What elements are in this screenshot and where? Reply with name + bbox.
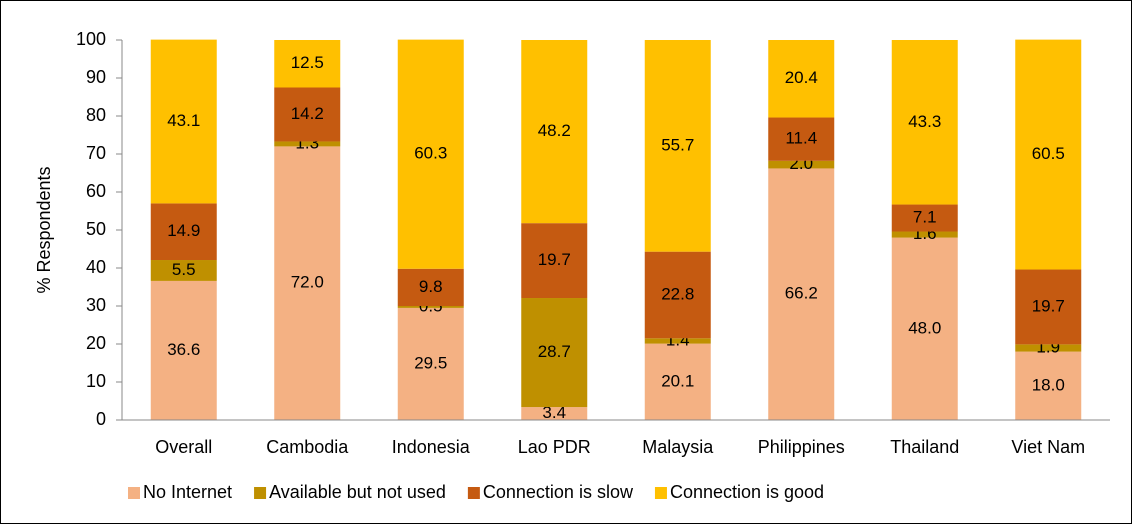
- data-label: 12.5: [291, 53, 324, 72]
- x-tick-label: Philippines: [758, 437, 845, 457]
- data-label: 20.4: [785, 68, 818, 87]
- data-label: 36.6: [167, 340, 200, 359]
- bar-segment: [1015, 39, 1082, 270]
- data-label: 55.7: [661, 135, 694, 154]
- bar-segment: [150, 39, 217, 204]
- y-tick-label: 30: [86, 295, 106, 315]
- data-label: 60.3: [414, 144, 447, 163]
- data-label: 7.1: [913, 208, 937, 227]
- data-label: 66.2: [785, 284, 818, 303]
- data-label: 9.8: [419, 277, 443, 296]
- bar-segment: [768, 168, 835, 420]
- bar-segment: [768, 117, 835, 161]
- y-tick-label: 20: [86, 333, 106, 353]
- bar-segment: [274, 141, 341, 147]
- bar-segment: [891, 204, 958, 232]
- bar-segment: [521, 298, 588, 408]
- bar-segment: [644, 251, 711, 339]
- legend-label: No Internet: [143, 482, 232, 502]
- bar-segment: [768, 160, 835, 169]
- legend-label: Connection is slow: [483, 482, 634, 502]
- data-label: 18.0: [1032, 375, 1065, 394]
- bar-segment: [1015, 351, 1082, 420]
- x-tick-label: Lao PDR: [518, 437, 591, 457]
- data-label: 48.2: [538, 121, 571, 140]
- bar-segment: [274, 146, 341, 420]
- data-label: 14.2: [291, 104, 324, 123]
- data-label: 48.0: [908, 318, 941, 337]
- bar-segment: [397, 39, 464, 269]
- y-tick-label: 10: [86, 371, 106, 391]
- data-label: 20.1: [661, 371, 694, 390]
- data-label: 72.0: [291, 273, 324, 292]
- data-label: 3.4: [542, 403, 566, 422]
- y-tick-label: 60: [86, 181, 106, 201]
- x-tick-label: Viet Nam: [1011, 437, 1085, 457]
- bar-segment: [644, 338, 711, 344]
- data-label: 11.4: [785, 129, 817, 148]
- x-tick-label: Indonesia: [392, 437, 471, 457]
- data-label: 43.1: [167, 111, 200, 130]
- bar-segment: [521, 40, 588, 224]
- bar-segment: [397, 268, 464, 306]
- bar-segment: [521, 223, 588, 299]
- bar-segment: [274, 87, 341, 142]
- data-label: 14.9: [167, 221, 200, 240]
- legend-swatch: [254, 487, 267, 499]
- x-tick-label: Overall: [155, 437, 212, 457]
- legend-swatch: [654, 487, 667, 499]
- bar-segment: [274, 40, 341, 88]
- bar-segment: [150, 260, 217, 281]
- y-tick-label: 90: [86, 67, 106, 87]
- y-axis-title: % Respondents: [34, 166, 54, 293]
- data-label: 5.5: [172, 260, 196, 279]
- data-label: 43.3: [908, 112, 941, 131]
- data-label: 19.7: [538, 250, 571, 269]
- bar-segment: [1015, 269, 1082, 345]
- data-label: 28.7: [538, 342, 571, 361]
- x-tick-label: Malaysia: [642, 437, 714, 457]
- data-label: 29.5: [414, 353, 447, 372]
- y-tick-label: 70: [86, 143, 106, 163]
- data-label: 22.8: [661, 284, 694, 303]
- bar-segment: [768, 40, 835, 118]
- y-tick-label: 100: [76, 29, 106, 49]
- bar-segment: [644, 343, 711, 420]
- bar-segment: [397, 307, 464, 420]
- legend-label: Connection is good: [670, 482, 824, 502]
- y-tick-label: 40: [86, 257, 106, 277]
- data-label: 19.7: [1032, 296, 1065, 315]
- bar-segment: [891, 237, 958, 420]
- y-tick-label: 0: [96, 409, 106, 429]
- x-tick-label: Cambodia: [266, 437, 349, 457]
- x-tick-label: Thailand: [890, 437, 959, 457]
- bar-segment: [150, 280, 217, 420]
- bar-segment: [1015, 344, 1082, 352]
- legend-swatch: [128, 487, 140, 499]
- bar-segment: [891, 40, 958, 205]
- bar-segment: [644, 40, 711, 252]
- legend-label: Available but not used: [269, 482, 446, 502]
- bar-segment: [397, 306, 464, 308]
- bar-segment: [521, 407, 588, 420]
- y-tick-label: 50: [86, 219, 106, 239]
- y-tick-label: 80: [86, 105, 106, 125]
- bar-segment: [150, 203, 217, 261]
- data-label: 60.5: [1032, 144, 1065, 163]
- bar-segment: [891, 231, 958, 238]
- legend-swatch: [467, 487, 480, 499]
